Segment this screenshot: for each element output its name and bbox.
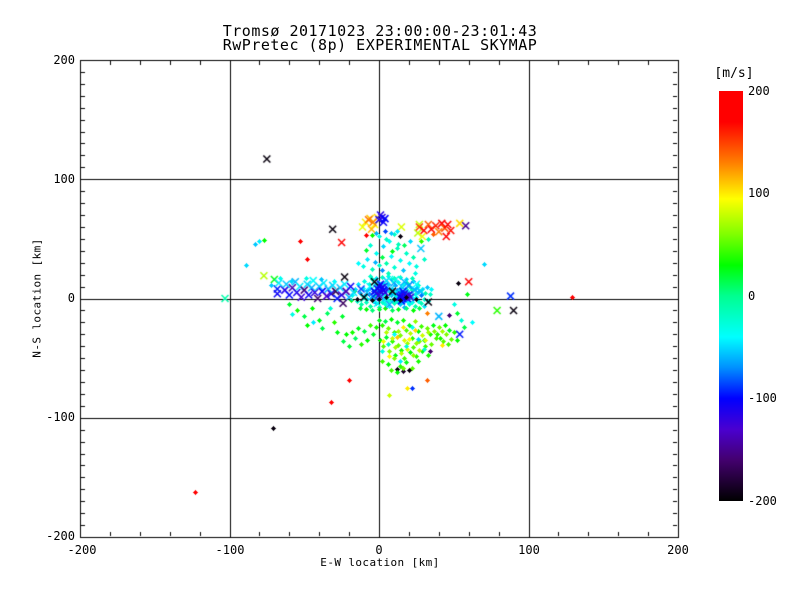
plot-title: Tromsø 20171023 23:00:00-23:01:43 [222,22,538,40]
x-tick-label: -200 [67,543,97,557]
x-axis-label: E-W location [km] [320,556,440,569]
y-tick-label: 0 [67,291,75,305]
y-tick-label: -200 [46,529,75,543]
y-axis-label: N-S location [km] [30,238,44,358]
colorbar-tick-label: 0 [748,289,756,303]
x-tick-label: 100 [518,543,540,557]
colorbar-tick-label: 100 [748,186,770,200]
colorbar-tick-label: 200 [748,84,770,98]
x-tick-label: -100 [215,543,245,557]
y-tick-label: 200 [53,53,75,67]
x-tick-label: 0 [375,543,383,557]
colorbar-tick-label: -200 [748,494,777,508]
plot-subtitle: RwPretec (8p) EXPERIMENTAL SKYMAP [222,36,538,54]
y-tick-label: -100 [46,410,75,424]
colorbar-tick-label: -100 [748,391,777,405]
y-tick-label: 100 [53,172,75,186]
x-tick-label: 200 [667,543,689,557]
colorbar-gradient [719,91,743,501]
colorbar-title: [m/s] [714,66,754,81]
